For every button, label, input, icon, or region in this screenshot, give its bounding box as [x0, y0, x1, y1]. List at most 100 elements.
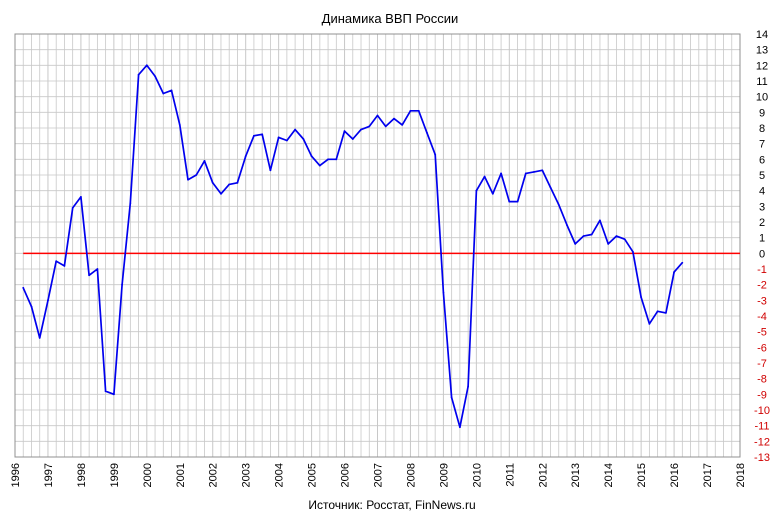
x-tick-label: 1996	[10, 463, 22, 487]
data-point	[269, 169, 272, 172]
chart-title: Динамика ВВП России	[322, 11, 459, 26]
y-tick-label: -3	[757, 295, 767, 307]
data-point	[582, 235, 585, 238]
data-point	[566, 224, 568, 227]
x-tick-label: 2002	[208, 463, 220, 487]
y-tick-label: -12	[754, 436, 770, 448]
data-point	[549, 186, 552, 189]
data-point	[458, 426, 461, 429]
data-point	[327, 158, 329, 161]
y-tick-label: -2	[757, 280, 767, 292]
x-tick-label: 2012	[537, 463, 549, 487]
y-tick-label: -5	[757, 327, 767, 339]
data-point	[80, 196, 82, 198]
x-tick-label: 2018	[735, 463, 747, 487]
y-tick-label: 9	[759, 107, 765, 119]
y-tick-label: -13	[754, 452, 770, 464]
data-point	[524, 172, 527, 175]
data-point	[71, 207, 74, 209]
y-tick-label: -4	[757, 311, 767, 323]
y-tick-label: 13	[756, 45, 768, 57]
y-tick-label: 2	[759, 217, 765, 229]
y-tick-label: 7	[759, 139, 765, 151]
data-point	[360, 128, 362, 131]
data-point	[384, 125, 387, 128]
data-point	[500, 172, 502, 175]
data-point	[607, 243, 610, 245]
x-tick-label: 2014	[603, 463, 615, 487]
data-point	[442, 291, 445, 294]
data-point	[475, 189, 478, 192]
data-point	[38, 337, 41, 339]
data-point	[508, 200, 511, 203]
data-point	[516, 200, 519, 203]
y-tick-label: 1	[759, 233, 765, 245]
data-point	[335, 158, 338, 161]
x-tick-label: 2004	[274, 463, 286, 487]
y-tick-label: 11	[756, 76, 767, 88]
y-tick-label: 8	[759, 123, 765, 135]
data-point	[187, 178, 189, 181]
data-point	[599, 219, 601, 222]
data-point	[310, 155, 313, 158]
x-tick-label: 1999	[109, 463, 121, 487]
y-tick-label: -6	[757, 342, 767, 354]
x-tick-label: 2013	[570, 463, 582, 487]
data-point	[434, 153, 437, 156]
data-point	[664, 311, 667, 314]
x-tick-label: 2006	[340, 463, 352, 487]
y-tick-label: -1	[757, 264, 767, 276]
data-point	[203, 160, 206, 162]
x-tick-label: 2010	[471, 463, 483, 487]
y-tick-label: 12	[756, 60, 768, 72]
data-point	[294, 128, 297, 131]
x-tick-label: 1997	[43, 463, 55, 487]
data-point	[648, 322, 651, 325]
x-tick-label: 2007	[373, 463, 385, 487]
x-tick-label: 2008	[405, 463, 417, 487]
data-point	[318, 164, 321, 167]
y-tick-label: 3	[759, 201, 765, 213]
plot-frame	[14, 33, 741, 458]
data-point	[640, 296, 643, 299]
data-point	[220, 192, 222, 195]
data-point	[154, 75, 156, 78]
data-point	[533, 170, 535, 173]
data-point	[401, 123, 404, 126]
x-axis-tick-labels: 1996 1997 1998 1999 2000 2001 2002 2003 2004 2005…	[10, 463, 747, 487]
x-tick-label: 2003	[241, 463, 253, 487]
data-point	[483, 175, 486, 178]
data-point	[30, 305, 33, 308]
x-tick-label: 2011	[504, 463, 516, 487]
data-point	[426, 131, 428, 134]
x-tick-label: 2009	[438, 463, 450, 487]
y-tick-label: -8	[757, 374, 767, 386]
data-point	[343, 130, 346, 133]
data-point	[673, 271, 675, 274]
data-point	[253, 134, 255, 137]
x-tick-label: 1998	[76, 463, 88, 487]
data-point	[417, 109, 420, 112]
data-point	[162, 92, 165, 95]
y-tick-label: -9	[757, 389, 767, 401]
data-point	[368, 125, 371, 128]
y-tick-label: 5	[759, 170, 765, 182]
grid	[14, 33, 741, 458]
data-point	[96, 268, 99, 270]
data-point	[236, 181, 239, 184]
data-point	[302, 138, 305, 140]
x-tick-label: 2001	[175, 463, 187, 487]
data-point	[467, 385, 470, 388]
x-tick-label: 2015	[636, 463, 648, 487]
y-tick-label: -7	[757, 358, 767, 370]
data-point	[376, 114, 379, 117]
y-tick-label: 6	[759, 154, 765, 166]
data-point	[47, 299, 49, 302]
data-point	[121, 283, 124, 286]
data-point	[244, 155, 247, 158]
data-point	[557, 203, 560, 206]
y-tick-label: 14	[756, 29, 768, 41]
data-point	[137, 73, 140, 76]
